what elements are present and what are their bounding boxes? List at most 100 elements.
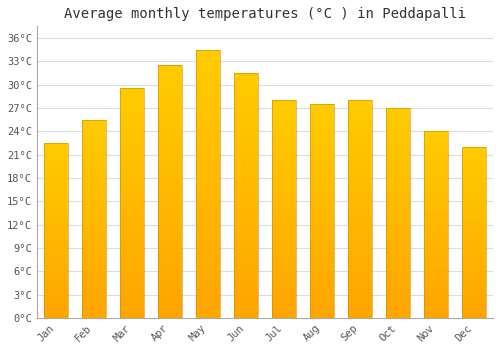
Bar (158, 293, 182, 297)
Bar (424, 284, 448, 288)
Bar (234, 73, 258, 78)
Bar (348, 183, 372, 187)
Bar (82, 215, 106, 219)
Bar (44, 314, 68, 318)
Bar (158, 278, 182, 282)
Bar (234, 288, 258, 293)
Bar (272, 300, 295, 305)
Bar (234, 186, 258, 190)
Bar (120, 89, 144, 93)
Bar (234, 313, 258, 318)
Bar (234, 205, 258, 210)
Bar (82, 234, 106, 239)
Bar (386, 280, 410, 284)
Bar (348, 226, 372, 231)
Bar (272, 292, 295, 296)
Bar (424, 314, 448, 318)
Bar (196, 82, 220, 87)
Bar (82, 159, 106, 163)
Bar (272, 152, 295, 157)
Bar (462, 273, 486, 277)
Bar (196, 205, 220, 211)
Bar (44, 143, 68, 318)
Bar (82, 203, 106, 207)
Bar (272, 244, 295, 248)
Bar (386, 301, 410, 305)
Bar (196, 216, 220, 221)
Bar (462, 177, 486, 181)
Bar (310, 301, 334, 305)
Bar (272, 196, 295, 200)
Bar (386, 246, 410, 251)
Bar (120, 203, 144, 208)
Bar (158, 111, 182, 116)
Bar (462, 198, 486, 202)
Bar (462, 304, 486, 308)
Bar (234, 264, 258, 269)
Bar (348, 131, 372, 135)
Bar (158, 191, 182, 197)
Bar (462, 188, 486, 191)
Bar (424, 131, 448, 135)
Bar (272, 214, 295, 218)
Bar (44, 216, 68, 220)
Bar (120, 286, 144, 290)
Bar (196, 248, 220, 253)
Bar (158, 237, 182, 242)
Bar (120, 180, 144, 185)
Bar (234, 166, 258, 171)
Bar (196, 189, 220, 195)
Bar (196, 157, 220, 162)
Bar (462, 154, 486, 157)
Bar (120, 134, 144, 139)
Bar (462, 250, 486, 253)
Bar (386, 221, 410, 225)
Bar (424, 210, 448, 214)
Bar (158, 85, 182, 90)
Bar (158, 232, 182, 237)
Bar (44, 279, 68, 283)
Bar (462, 157, 486, 161)
Bar (44, 202, 68, 206)
Bar (272, 126, 295, 131)
Bar (234, 293, 258, 298)
Bar (234, 274, 258, 279)
Bar (348, 200, 372, 205)
Bar (234, 279, 258, 284)
Bar (462, 195, 486, 198)
Bar (386, 314, 410, 318)
Bar (82, 282, 106, 286)
Bar (272, 178, 295, 183)
Bar (272, 205, 295, 209)
Bar (348, 214, 372, 218)
Bar (44, 223, 68, 227)
Bar (82, 223, 106, 227)
Bar (120, 102, 144, 107)
Bar (348, 314, 372, 318)
Bar (82, 175, 106, 179)
Bar (158, 146, 182, 151)
Bar (44, 265, 68, 269)
Bar (120, 290, 144, 295)
Bar (234, 102, 258, 107)
Bar (196, 302, 220, 307)
Bar (310, 202, 334, 206)
Bar (196, 50, 220, 55)
Bar (82, 258, 106, 262)
Bar (424, 225, 448, 228)
Bar (44, 234, 68, 237)
Bar (158, 136, 182, 141)
Bar (234, 156, 258, 161)
Bar (234, 298, 258, 303)
Bar (348, 187, 372, 191)
Bar (82, 254, 106, 258)
Bar (120, 263, 144, 267)
Bar (82, 155, 106, 159)
Bar (424, 146, 448, 150)
Bar (462, 184, 486, 188)
Bar (310, 142, 334, 147)
Bar (462, 215, 486, 219)
Bar (310, 108, 334, 113)
Bar (196, 259, 220, 264)
Bar (196, 313, 220, 318)
